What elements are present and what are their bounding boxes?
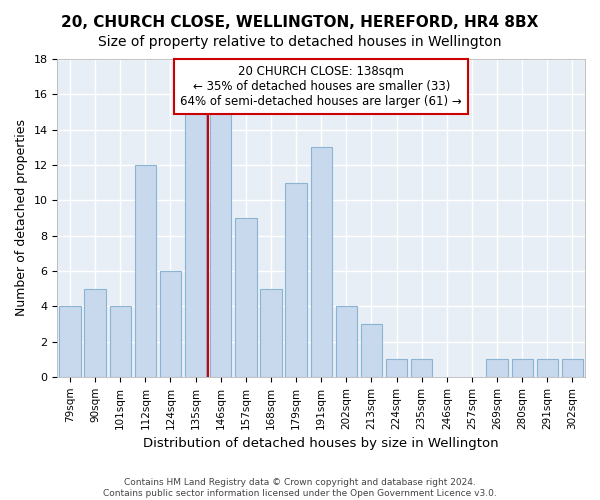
X-axis label: Distribution of detached houses by size in Wellington: Distribution of detached houses by size … <box>143 437 499 450</box>
Bar <box>286 182 307 377</box>
Bar <box>562 359 583 377</box>
Bar <box>487 359 508 377</box>
Bar <box>59 306 80 377</box>
Bar <box>386 359 407 377</box>
Text: 20 CHURCH CLOSE: 138sqm
← 35% of detached houses are smaller (33)
64% of semi-de: 20 CHURCH CLOSE: 138sqm ← 35% of detache… <box>181 66 462 108</box>
Bar <box>235 218 257 377</box>
Bar <box>512 359 533 377</box>
Bar <box>311 148 332 377</box>
Bar <box>260 288 281 377</box>
Bar <box>110 306 131 377</box>
Bar <box>536 359 558 377</box>
Bar <box>335 306 357 377</box>
Bar <box>411 359 433 377</box>
Bar <box>361 324 382 377</box>
Text: Size of property relative to detached houses in Wellington: Size of property relative to detached ho… <box>98 35 502 49</box>
Bar <box>210 112 232 377</box>
Text: Contains HM Land Registry data © Crown copyright and database right 2024.
Contai: Contains HM Land Registry data © Crown c… <box>103 478 497 498</box>
Bar <box>134 165 156 377</box>
Bar <box>185 112 206 377</box>
Text: 20, CHURCH CLOSE, WELLINGTON, HEREFORD, HR4 8BX: 20, CHURCH CLOSE, WELLINGTON, HEREFORD, … <box>61 15 539 30</box>
Bar <box>85 288 106 377</box>
Y-axis label: Number of detached properties: Number of detached properties <box>15 120 28 316</box>
Bar <box>160 271 181 377</box>
